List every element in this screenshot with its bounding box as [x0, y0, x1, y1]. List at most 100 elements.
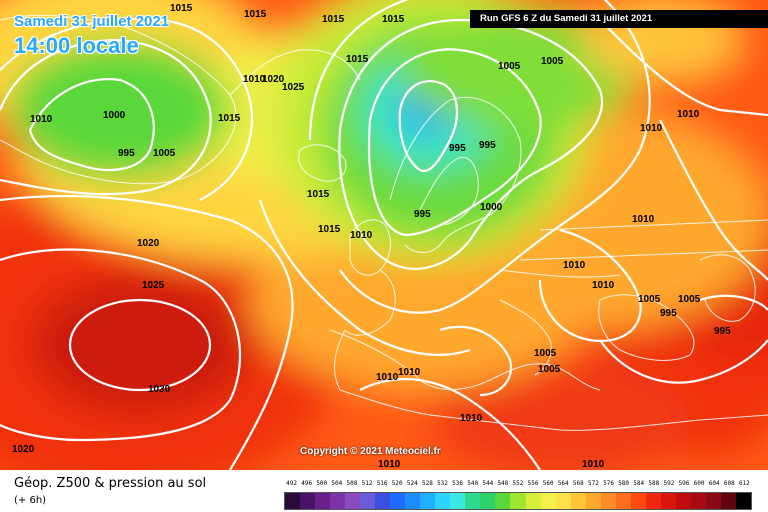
legend-value: 604: [708, 480, 720, 487]
isobar-label: 1015: [346, 54, 369, 65]
legend-swatch: [345, 493, 361, 509]
isobar-label: 1020: [12, 444, 35, 455]
legend-value: 520: [391, 480, 403, 487]
legend-value: 612: [738, 480, 750, 487]
legend-value: 528: [421, 480, 433, 487]
legend-value: 596: [678, 480, 690, 487]
isobar-label: 1015: [382, 14, 405, 25]
isobar-label: 1010: [677, 109, 700, 120]
legend-value: 536: [452, 480, 463, 487]
map-footer: Géop. Z500 & pression au sol (+ 6h) 492 4…: [0, 470, 768, 512]
legend-swatch: [705, 493, 721, 509]
legend-value: 496: [301, 480, 313, 487]
legend-swatch: [645, 493, 661, 509]
legend-swatch: [540, 493, 556, 509]
legend-swatch: [285, 493, 301, 509]
isobar-label: 1015: [322, 14, 345, 25]
legend-labels: 492 496 500 504 508 512 516 520 524 528 532 536 540 5…: [284, 480, 752, 490]
legend-value: 516: [376, 480, 388, 487]
legend-value: 540: [467, 480, 479, 487]
isobar-lines: [0, 0, 768, 470]
isobar-label: 1010: [398, 367, 421, 378]
legend-value: 492: [286, 480, 297, 487]
legend-value: 544: [482, 480, 494, 487]
isobar-label: 1015: [218, 113, 241, 124]
isobar-label: 1025: [282, 82, 305, 93]
isobar-label: 1000: [103, 110, 126, 121]
legend-swatch: [600, 493, 616, 509]
isobar-label: 1010: [243, 74, 266, 85]
legend-swatch: [495, 493, 511, 509]
isobar-label: 1020: [137, 238, 160, 249]
legend-value: 584: [633, 480, 645, 487]
legend-value: 560: [542, 480, 554, 487]
run-info-banner: Run GFS 6 Z du Samedi 31 juillet 2021: [470, 10, 768, 28]
legend-swatch: [360, 493, 376, 509]
legend-swatch: [390, 493, 406, 509]
isobar-label: 1010: [640, 123, 663, 134]
isobar-label: 995: [479, 140, 496, 151]
legend-swatch: [570, 493, 586, 509]
isobar-label: 1010: [460, 413, 483, 424]
isobar-label: 1015: [318, 224, 341, 235]
color-scale-legend: 492 496 500 504 508 512 516 520 524 528 532 536 540 5…: [284, 480, 752, 510]
legend-value: 512: [361, 480, 373, 487]
legend-value: 592: [663, 480, 675, 487]
legend-swatch: [675, 493, 691, 509]
forecast-map: 1015 1015 1015 1015 1015 1015 1015 1015 …: [0, 0, 768, 470]
isobar-label: 1020: [262, 74, 285, 85]
forecast-date: Samedi 31 juillet 2021: [14, 13, 170, 30]
isobar-label: 995: [449, 143, 466, 154]
isobar-label: 1010: [592, 280, 615, 291]
legend-swatch: [735, 493, 751, 509]
legend-value: 532: [437, 480, 448, 487]
legend-swatch: [330, 493, 346, 509]
legend-swatch: [435, 493, 451, 509]
legend-value: 564: [557, 480, 569, 487]
legend-value: 552: [512, 480, 524, 487]
legend-value: 572: [588, 480, 599, 487]
isobar-label: 1010: [563, 260, 586, 271]
legend-value: 600: [693, 480, 705, 487]
legend-value: 556: [527, 480, 539, 487]
isobar-label: 1010: [378, 459, 401, 470]
legend-swatch: [375, 493, 391, 509]
isobar-label: 995: [118, 148, 135, 159]
legend-value: 508: [346, 480, 358, 487]
forecast-local-time: 14:00 locale: [14, 33, 139, 58]
legend-value: 580: [618, 480, 630, 487]
map-title: Géop. Z500 & pression au sol: [14, 476, 207, 491]
legend-color-bar: [284, 492, 752, 510]
isobar-label: 995: [660, 308, 677, 319]
legend-value: 608: [723, 480, 735, 487]
legend-swatch: [720, 493, 736, 509]
legend-swatch: [690, 493, 706, 509]
legend-swatch: [450, 493, 466, 509]
legend-swatch: [525, 493, 541, 509]
isobar-label: 1030: [148, 384, 171, 395]
legend-swatch: [420, 493, 436, 509]
legend-value: 504: [331, 480, 343, 487]
coastlines: [0, 14, 768, 431]
isobar-label: 1015: [170, 3, 193, 14]
isobar-label: 1010: [632, 214, 655, 225]
isobar-label: 995: [714, 326, 731, 337]
legend-swatch: [585, 493, 601, 509]
isobar-label: 995: [414, 209, 431, 220]
isobar-label: 1000: [480, 202, 503, 213]
legend-swatch: [300, 493, 316, 509]
legend-swatch: [660, 493, 676, 509]
legend-value: 524: [406, 480, 418, 487]
isobar-label: 1025: [142, 280, 165, 291]
legend-value: 568: [572, 480, 584, 487]
legend-swatch: [630, 493, 646, 509]
isobar-label: 1005: [538, 364, 561, 375]
legend-value: 588: [648, 480, 660, 487]
legend-swatch: [615, 493, 631, 509]
isobar-label: 1010: [350, 230, 373, 241]
legend-swatch: [465, 493, 481, 509]
isobar-label: 1005: [638, 294, 661, 305]
isobar-label: 1010: [376, 372, 399, 383]
isobar-label: 1005: [534, 348, 557, 359]
isobar-label: 1005: [498, 61, 521, 72]
